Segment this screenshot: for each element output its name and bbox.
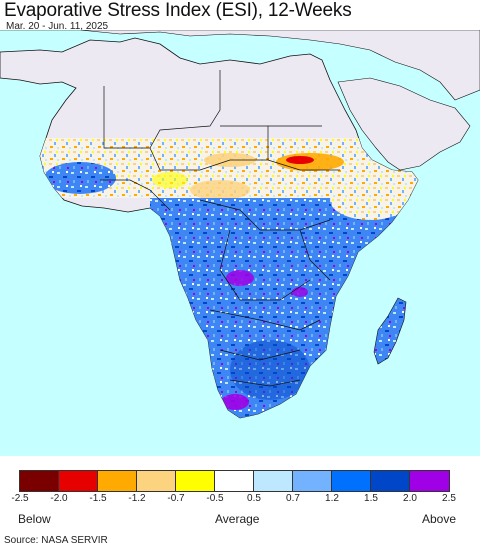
map-title: Evaporative Stress Index (ESI), 12-Weeks	[4, 0, 352, 21]
legend-tick-label: 0.7	[286, 493, 300, 504]
legend-tick-label: 0.5	[247, 493, 261, 504]
legend-swatch	[20, 471, 59, 491]
legend-above-label: Above	[422, 512, 457, 526]
legend-tick-label: 1.5	[364, 493, 378, 504]
source-credit: Source: NASA SERVIR	[4, 535, 108, 546]
legend-average-label: Average	[215, 512, 260, 526]
legend-swatch	[332, 471, 371, 491]
legend-swatch	[410, 471, 449, 491]
country-borders	[100, 70, 340, 387]
legend-swatch	[371, 471, 410, 491]
legend-swatch	[215, 471, 254, 491]
madagascar	[373, 297, 407, 365]
legend-below-label: Below	[18, 512, 51, 526]
legend-swatch	[137, 471, 176, 491]
europe-landmass	[0, 30, 480, 101]
arabian-peninsula	[337, 77, 471, 171]
map-date-range: Mar. 20 - Jun. 11, 2025	[6, 21, 109, 32]
legend-swatch	[98, 471, 137, 491]
africa-esi-map	[0, 30, 480, 456]
legend-swatch	[254, 471, 293, 491]
legend-tick-label: 2.0	[403, 493, 417, 504]
legend-swatch	[176, 471, 215, 491]
legend-swatch	[293, 471, 332, 491]
legend-tick-label: -2.5	[11, 493, 29, 504]
legend-swatch	[59, 471, 98, 491]
legend-tick-label: 1.2	[325, 493, 339, 504]
legend-tick-label: -1.5	[89, 493, 107, 504]
legend-color-bar	[19, 470, 450, 492]
legend-tick-label: -0.5	[206, 493, 224, 504]
legend-tick-label: -1.2	[128, 493, 146, 504]
legend-tick-label: 2.5	[442, 493, 456, 504]
legend-tick-label: -2.0	[50, 493, 68, 504]
legend-tick-label: -0.7	[167, 493, 185, 504]
